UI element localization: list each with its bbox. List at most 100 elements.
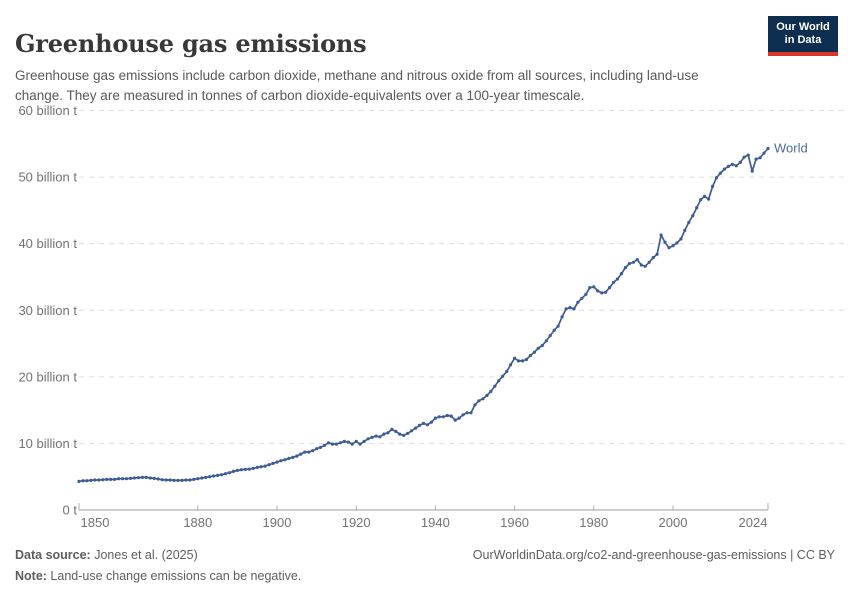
y-axis-tick-label: 60 billion t (18, 103, 77, 118)
data-point-marker (497, 379, 501, 383)
data-point-marker (362, 439, 366, 443)
y-axis-tick-label: 0 t (63, 503, 78, 518)
note-value: Land-use change emissions can be negativ… (46, 569, 302, 583)
world-series-label[interactable]: World (774, 140, 808, 155)
data-point-marker (699, 198, 703, 202)
data-point-marker (417, 423, 422, 427)
data-point-marker (453, 418, 457, 422)
data-point-marker (216, 473, 220, 477)
data-point-marker (386, 431, 390, 435)
data-point-marker (766, 146, 770, 151)
data-point-marker (667, 246, 671, 250)
data-point-marker (659, 233, 663, 237)
data-point-marker (663, 240, 667, 244)
data-point-marker (536, 346, 540, 350)
data-point-marker (251, 466, 255, 470)
data-point-marker (437, 415, 441, 419)
data-point-marker (647, 260, 651, 264)
data-point-marker (619, 272, 624, 276)
data-point-marker (588, 286, 592, 290)
data-point-marker (461, 413, 465, 417)
data-point-marker (532, 350, 537, 354)
data-point-marker (156, 477, 160, 481)
data-point-marker (516, 359, 521, 363)
data-point-marker (370, 435, 374, 439)
data-point-marker (180, 478, 184, 482)
data-point-marker (303, 450, 307, 454)
data-point-marker (235, 468, 239, 472)
data-point-marker (176, 478, 180, 482)
data-point-marker (703, 194, 707, 198)
data-point-marker (326, 441, 331, 445)
data-point-marker (730, 162, 735, 166)
data-point-marker (398, 432, 402, 436)
data-point-marker (742, 155, 746, 159)
data-point-marker (382, 432, 386, 436)
world-series-line[interactable] (78, 147, 769, 483)
data-point-marker (358, 442, 362, 446)
data-point-marker (77, 479, 81, 483)
data-point-marker (675, 241, 679, 245)
data-point-marker (726, 164, 731, 168)
data-point-marker (691, 214, 695, 218)
data-point-marker (722, 167, 727, 171)
data-point-marker (220, 473, 224, 477)
x-axis-tick-label: 1920 (342, 515, 371, 530)
data-point-marker (105, 477, 109, 481)
data-point-marker (394, 429, 398, 433)
data-point-marker (718, 171, 723, 175)
data-point-marker (93, 478, 97, 482)
data-point-marker (315, 447, 319, 451)
data-point-marker (528, 353, 533, 358)
data-point-marker (493, 384, 497, 388)
owid-logo[interactable]: Our World in Data (768, 16, 838, 56)
data-point-marker (410, 429, 414, 433)
data-point-marker (204, 475, 208, 479)
data-point-marker (505, 369, 509, 374)
data-point-marker (366, 437, 370, 441)
data-point-marker (113, 477, 117, 481)
data-point-marker (433, 416, 437, 420)
owid-logo-line1: Our World (776, 21, 830, 33)
data-point-marker (334, 442, 338, 446)
data-point-marker (406, 431, 410, 435)
data-point-marker (97, 478, 101, 482)
data-point-marker (564, 307, 568, 311)
data-point-marker (124, 477, 129, 481)
data-point-marker (604, 290, 608, 294)
data-point-marker (520, 359, 525, 363)
data-point-marker (164, 478, 168, 482)
data-point-marker (117, 477, 121, 481)
data-point-marker (639, 263, 643, 267)
data-point-marker (612, 280, 616, 284)
data-point-marker (695, 206, 699, 210)
data-point-marker (687, 220, 691, 224)
data-point-marker (247, 467, 251, 471)
data-point-marker (140, 475, 144, 479)
data-point-marker (544, 339, 548, 343)
data-point-marker (746, 153, 750, 157)
data-point-marker (172, 478, 176, 482)
data-point-marker (513, 356, 517, 360)
data-point-marker (267, 463, 271, 467)
data-point-marker (283, 458, 287, 462)
y-axis-tick-label: 50 billion t (18, 170, 77, 185)
data-point-marker (596, 289, 600, 293)
data-point-marker (144, 475, 148, 479)
data-point-marker (568, 306, 572, 310)
data-point-marker (212, 474, 216, 478)
data-point-marker (295, 454, 299, 458)
data-point-marker (275, 460, 279, 464)
data-point-marker (501, 374, 505, 378)
data-point-marker (580, 296, 584, 300)
data-point-marker (734, 164, 738, 168)
data-point-marker (750, 169, 754, 173)
data-point-marker (85, 479, 89, 483)
y-axis-tick-label: 10 billion t (18, 436, 77, 451)
data-point-marker (683, 228, 687, 232)
owid-url-link[interactable]: OurWorldinData.org/co2-and-greenhouse-ga… (472, 548, 835, 562)
y-axis-tick-label: 30 billion t (18, 303, 77, 318)
data-source-line: Data source: Jones et al. (2025) (15, 548, 198, 562)
